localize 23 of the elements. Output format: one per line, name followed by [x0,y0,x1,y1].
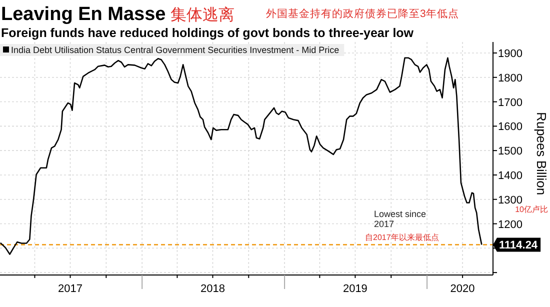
y-tick-label: 1600 [498,121,522,134]
text: 10亿卢比 [515,205,548,214]
y-tick-label: 1800 [498,72,522,84]
y-tick-label: 1900 [498,48,522,60]
y-tick-label: 1400 [498,170,522,182]
x-tick-label: 2019 [342,283,368,295]
text: 集体逃离 [170,6,235,24]
x-tick-label: 2020 [450,283,475,295]
x-tick-label: 2017 [58,283,83,295]
annotation: 自2017年以来最低点 [365,233,439,242]
legend-label: India Debt Utilisation Status Central Government Securities Investment - Mid Price [11,45,340,55]
x-tick-label: 2018 [200,283,225,295]
y-tick-label: 1700 [498,96,522,109]
annotation: Lowest since 2017 [374,209,426,229]
y-tick-label: 1500 [498,146,522,158]
y-tick-label: 1300 [498,194,522,206]
ref-line-label: 1114.24 [499,240,538,252]
chart-title: Leaving En Masse [1,4,166,25]
chart-subtitle: Foreign funds have reduced holdings of govt bonds to three-year low [1,26,414,40]
y-tick-label: 1200 [498,218,522,231]
y-axis-title: Rupees Billion [534,112,549,196]
line-series [0,57,482,255]
text: 外国基金持有的政府债券已降至3年低点 [266,7,459,20]
